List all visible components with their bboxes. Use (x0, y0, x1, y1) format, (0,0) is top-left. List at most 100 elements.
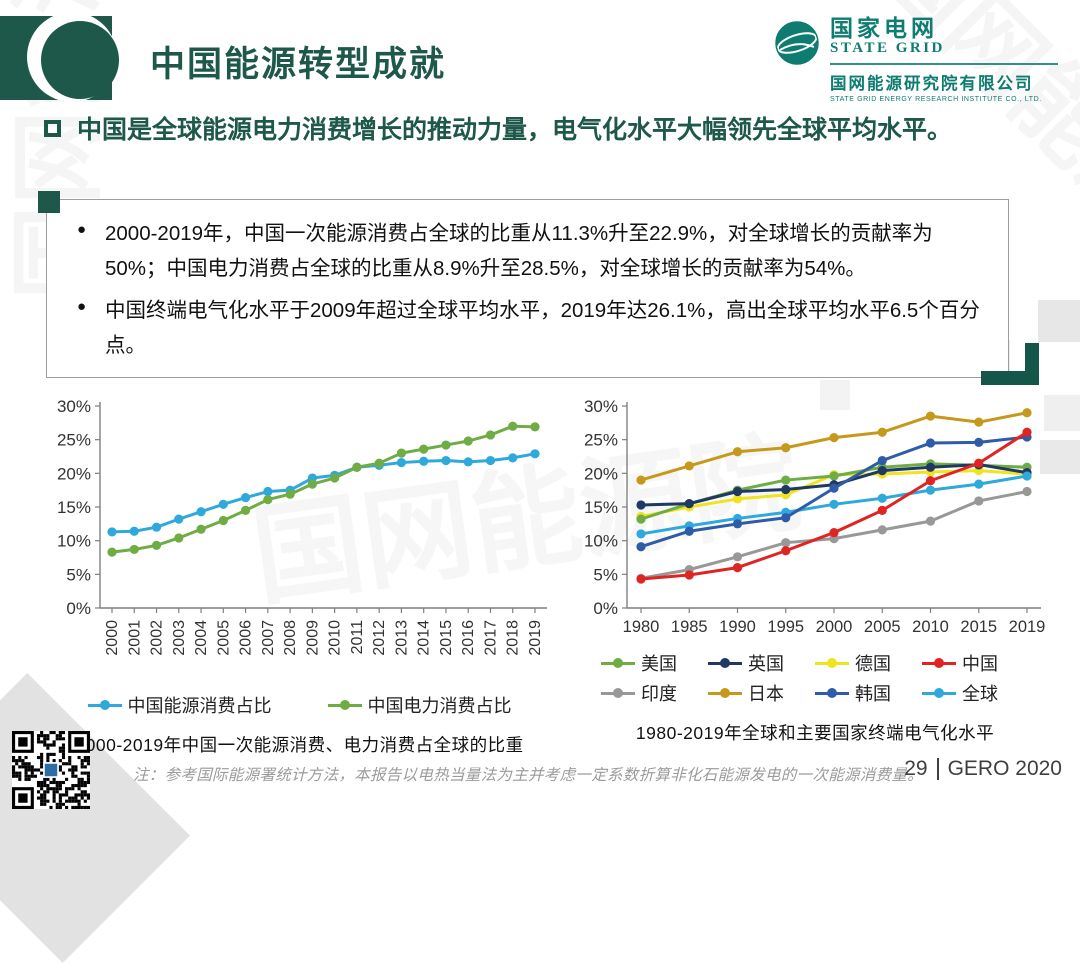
svg-text:2019: 2019 (1009, 618, 1046, 636)
svg-text:2017: 2017 (482, 620, 499, 656)
page-info: 29 GERO 2020 (904, 757, 1062, 781)
legend-item: 全球 (922, 680, 1029, 706)
svg-text:2000: 2000 (104, 620, 121, 656)
svg-text:5%: 5% (593, 565, 618, 584)
logo-org-en: STATE GRID (830, 40, 945, 57)
svg-text:2012: 2012 (371, 620, 388, 656)
svg-text:20%: 20% (584, 464, 618, 483)
legend-item: 日本 (708, 680, 815, 706)
box-corner-accent (38, 191, 60, 213)
svg-text:0%: 0% (593, 599, 618, 618)
legend-label: 德国 (855, 654, 891, 674)
bullet-list: 2000-2019年，中国一次能源消费占全球的比重从11.3%升至22.9%，对… (47, 200, 1008, 363)
qr-code (12, 731, 90, 809)
svg-text:25%: 25% (57, 431, 91, 450)
report-code: GERO 2020 (947, 757, 1062, 780)
svg-text:2010: 2010 (912, 618, 949, 636)
svg-text:2002: 2002 (149, 620, 166, 656)
svg-text:30%: 30% (57, 397, 91, 416)
page-title: 中国能源转型成就 (150, 45, 447, 84)
box-corner-accent (1025, 343, 1039, 385)
svg-text:1990: 1990 (719, 618, 756, 636)
legend-label: 中国 (962, 654, 998, 674)
electrification-legend: 美国 英国 德国 中国印度 日本 韩国 全球 (601, 650, 1029, 706)
right-chart-caption: 1980-2019年全球和主要国家终端电气化水平 (635, 723, 995, 743)
legend-item: 德国 (815, 650, 922, 676)
svg-text:1985: 1985 (671, 618, 708, 636)
legend-marker-icon (708, 688, 742, 698)
logo-institute-en: STATE GRID ENERGY RESEARCH INSTITUTE CO.… (830, 96, 1042, 104)
legend-label: 日本 (748, 684, 784, 704)
charts-row: 0% 5% 10% 15% 20% 25% 30% 2000 2001 2002 2003 2004 2… (0, 392, 1080, 757)
electrification-chart: 0% 5% 10% 15% 20% 25% 30% 1980 1985 1990 1995 2000 2… (575, 392, 1055, 757)
svg-text:2004: 2004 (193, 620, 210, 656)
legend-label: 中国电力消费占比 (367, 696, 512, 716)
legend-item: 中国电力消费占比 (327, 692, 512, 718)
key-points-box: 2000-2019年，中国一次能源消费占全球的比重从11.3%升至22.9%，对… (38, 191, 1039, 385)
legend-label: 中国能源消费占比 (127, 696, 272, 716)
svg-text:10%: 10% (57, 532, 91, 551)
left-chart-caption: 2000-2019年中国一次能源消费、电力消费占全球的比重 (75, 735, 524, 755)
svg-text:0%: 0% (66, 599, 91, 618)
bullet-item: 中国终端电气化水平于2009年超过全球平均水平，2019年达26.1%，高出全球… (77, 293, 982, 364)
page-separator (936, 758, 939, 780)
svg-text:25%: 25% (584, 431, 618, 450)
logo-institute-cn: 国网能源研究院有限公司 (830, 75, 1034, 94)
legend-marker-icon (87, 700, 122, 710)
legend-marker-icon (922, 688, 956, 698)
legend-label: 韩国 (855, 684, 891, 704)
svg-text:2011: 2011 (349, 620, 366, 655)
svg-text:2007: 2007 (260, 620, 277, 656)
china-share-line-chart: 0% 5% 10% 15% 20% 25% 30% 2000 2001 2002 2003 2004 2… (57, 397, 547, 656)
legend-item: 中国能源消费占比 (87, 692, 272, 718)
legend-item: 英国 (708, 650, 815, 676)
svg-text:15%: 15% (57, 498, 91, 517)
logo-org-cn: 国家电网 (830, 15, 938, 41)
headline: 中国是全球能源电力消费增长的推动力量，电气化水平大幅领先全球平均水平。 (44, 113, 1044, 148)
svg-text:2015: 2015 (960, 618, 997, 636)
legend-label: 美国 (641, 654, 677, 674)
legend-item: 中国 (922, 650, 1029, 676)
legend-label: 印度 (641, 684, 677, 704)
page-number: 29 (904, 757, 928, 780)
svg-text:2016: 2016 (460, 620, 477, 656)
legend-marker-icon (815, 658, 849, 668)
svg-text:2005: 2005 (864, 618, 901, 636)
legend-marker-icon (601, 688, 635, 698)
bullet-item: 2000-2019年，中国一次能源消费占全球的比重从11.3%升至22.9%，对… (77, 216, 982, 287)
svg-text:2014: 2014 (416, 620, 433, 656)
logo-divider (830, 63, 1058, 66)
legend-item: 印度 (601, 680, 708, 706)
legend-item: 美国 (601, 650, 708, 676)
china-share-chart: 0% 5% 10% 15% 20% 25% 30% 2000 2001 2002 2003 2004 2… (42, 392, 557, 757)
legend-marker-icon (922, 658, 956, 668)
svg-text:2000: 2000 (816, 618, 853, 636)
legend-marker-icon (708, 658, 742, 668)
square-bullet-icon (44, 120, 61, 137)
svg-text:2005: 2005 (215, 620, 232, 656)
electrification-line-chart: 0% 5% 10% 15% 20% 25% 30% 1980 1985 1990 1995 2000 2… (584, 397, 1046, 636)
svg-text:2013: 2013 (393, 620, 410, 656)
headline-text: 中国是全球能源电力消费增长的推动力量，电气化水平大幅领先全球平均水平。 (77, 116, 953, 144)
legend-marker-icon (601, 658, 635, 668)
svg-text:2009: 2009 (304, 620, 321, 656)
svg-text:30%: 30% (584, 397, 618, 416)
svg-text:2003: 2003 (171, 620, 188, 656)
slide: { "header": { "title": "中国能源转型成就", "logo… (0, 0, 1080, 810)
svg-text:20%: 20% (57, 464, 91, 483)
legend-marker-icon (327, 700, 362, 710)
svg-text:2015: 2015 (438, 620, 455, 656)
svg-text:1980: 1980 (623, 618, 660, 636)
title-decoration (0, 14, 119, 102)
svg-text:2001: 2001 (126, 620, 143, 656)
svg-text:2019: 2019 (527, 620, 544, 656)
legend-label: 英国 (748, 654, 784, 674)
legend-label: 全球 (962, 684, 998, 704)
china-share-legend: 中国能源消费占比 中国电力消费占比 (87, 692, 512, 718)
svg-text:5%: 5% (66, 565, 91, 584)
globe-icon (775, 21, 819, 65)
svg-text:2006: 2006 (238, 620, 255, 656)
svg-text:10%: 10% (584, 532, 618, 551)
legend-marker-icon (815, 688, 849, 698)
header: 中国能源转型成就 国家电网 STATE GRID 国网能源研究院有限公司 STA… (0, 0, 1080, 106)
